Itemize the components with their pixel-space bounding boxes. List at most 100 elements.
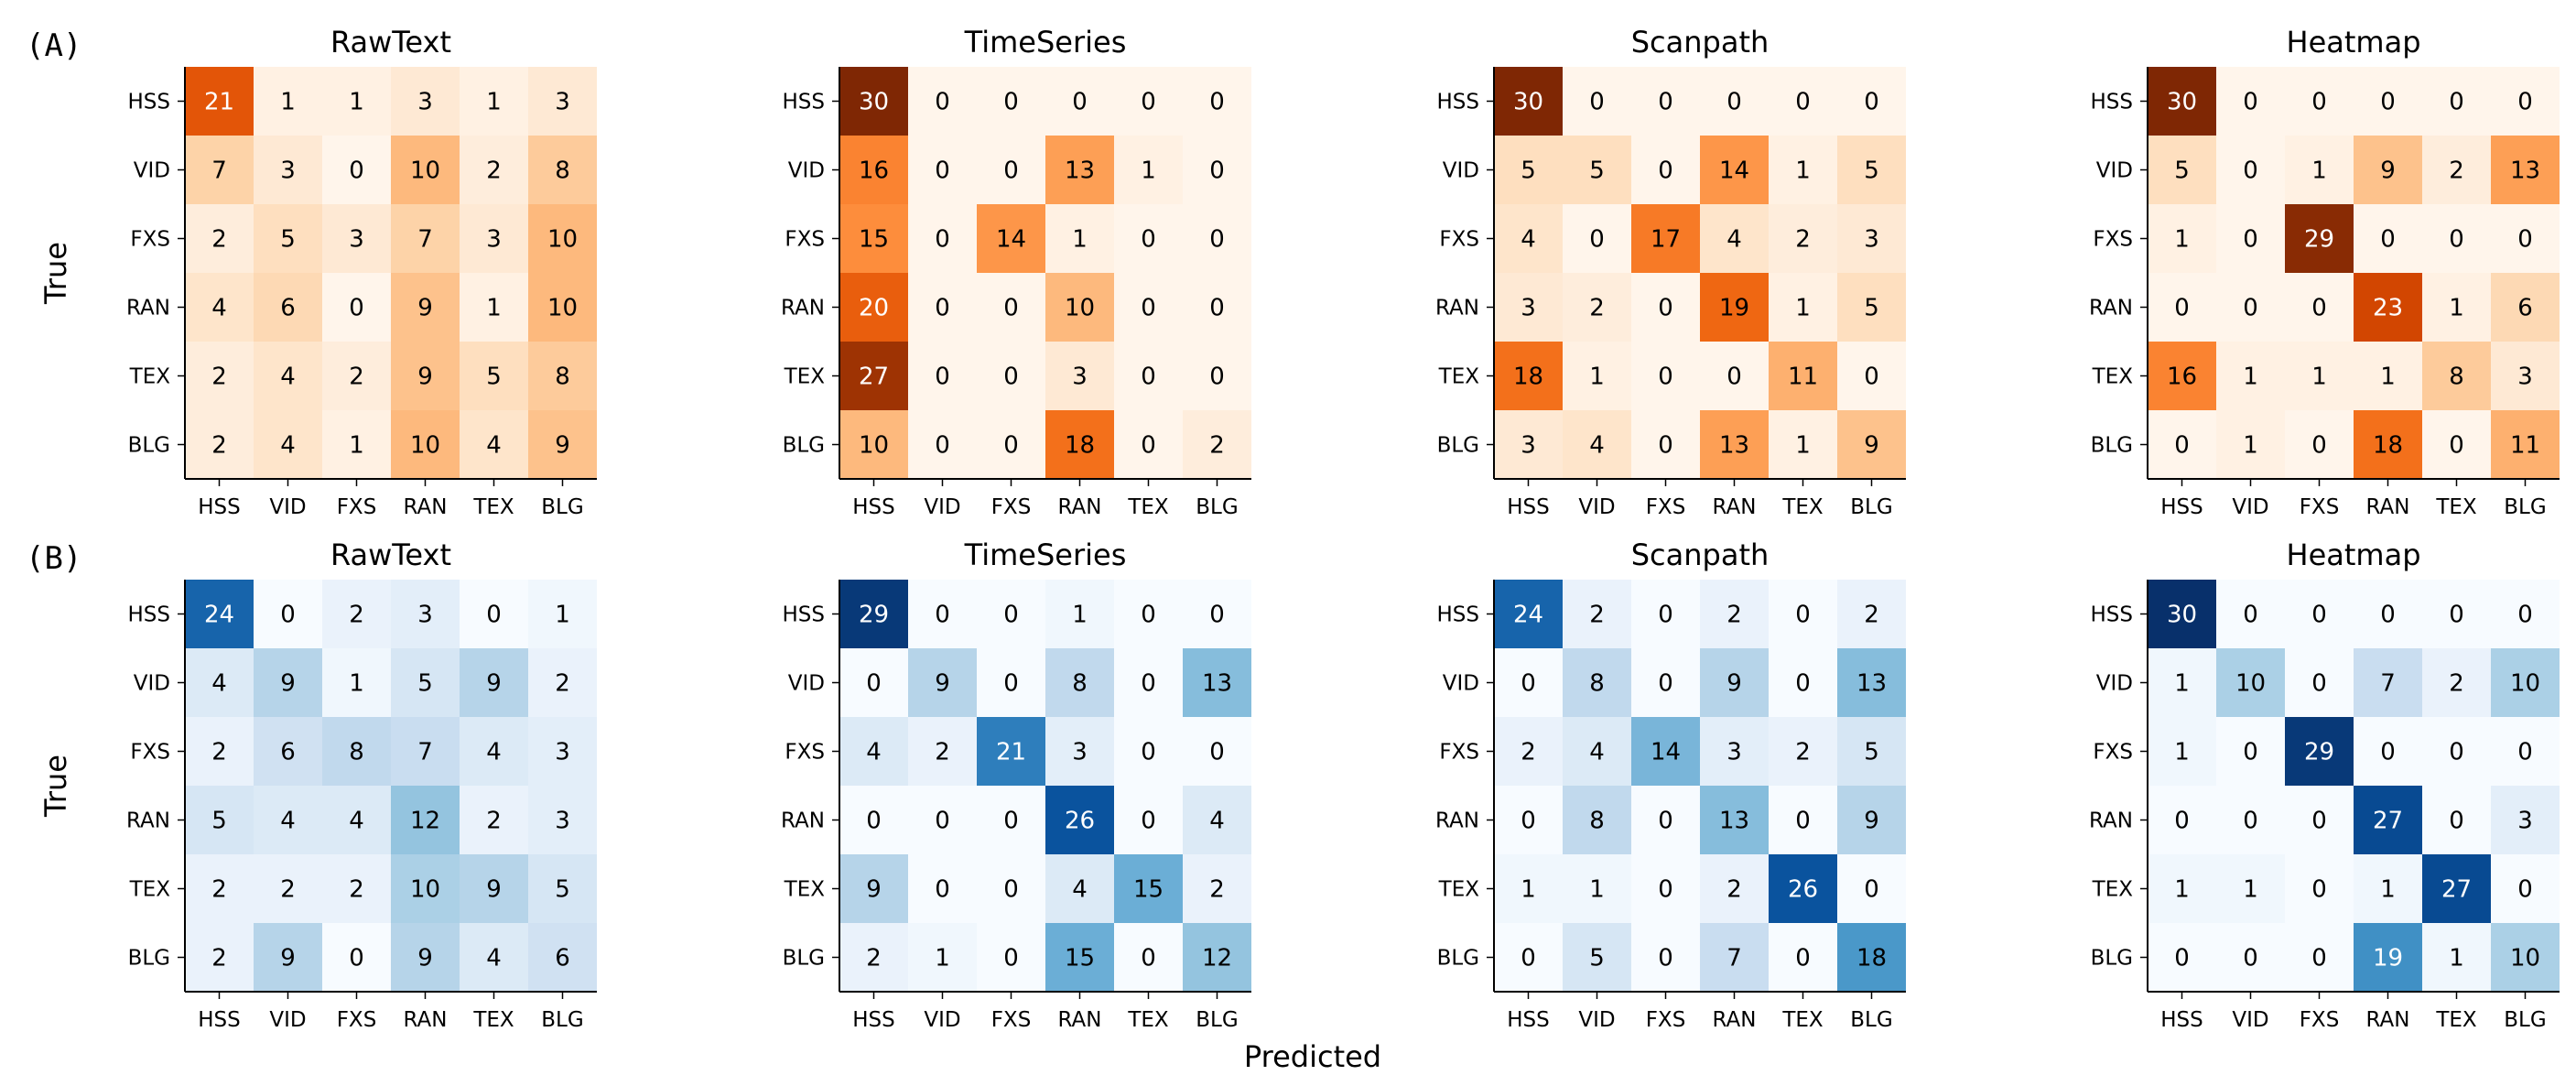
cell-value-label: 14 bbox=[1719, 157, 1749, 185]
cell-value-label: 0 bbox=[1209, 602, 1225, 629]
y-tick-label: BLG bbox=[2091, 947, 2133, 971]
heatmap-cell bbox=[391, 67, 460, 136]
panel-title: Scanpath bbox=[1631, 25, 1770, 60]
cell-value-label: 3 bbox=[280, 157, 296, 185]
cell-value-label: 1 bbox=[1795, 295, 1811, 322]
cell-value-label: 0 bbox=[2449, 432, 2464, 460]
heatmap-cell bbox=[1769, 717, 1837, 786]
cell-value-label: 8 bbox=[1072, 670, 1088, 698]
y-tick-label: RAN bbox=[126, 297, 170, 320]
y-tick-label: FXS bbox=[1439, 741, 1479, 765]
heatmap-cell bbox=[908, 717, 977, 786]
heatmap-cell bbox=[2148, 273, 2216, 342]
cell-value-label: 0 bbox=[2517, 602, 2533, 629]
y-tick-label: RAN bbox=[2089, 297, 2133, 320]
cell-value-label: 0 bbox=[1658, 364, 1673, 391]
cell-value-label: 9 bbox=[417, 364, 433, 391]
x-tick-label: VID bbox=[1578, 1008, 1615, 1032]
heatmap-cell bbox=[1183, 204, 1251, 273]
y-tick-label: HSS bbox=[1437, 91, 1480, 114]
heatmap-cell bbox=[391, 136, 460, 204]
cell-value-label: 1 bbox=[1521, 876, 1536, 904]
x-tick-label: RAN bbox=[1713, 1008, 1757, 1032]
heatmap-cell bbox=[908, 410, 977, 479]
cell-value-label: 0 bbox=[1003, 432, 1019, 460]
y-tick-label: BLG bbox=[128, 434, 170, 458]
cell-value-label: 1 bbox=[2174, 670, 2190, 698]
cell-value-label: 10 bbox=[410, 157, 440, 185]
heatmap-cell bbox=[2216, 580, 2285, 648]
row-label: (B) bbox=[26, 540, 81, 577]
heatmap-cell bbox=[2354, 786, 2422, 854]
cell-value-label: 0 bbox=[1726, 89, 1742, 116]
cell-value-label: 5 bbox=[417, 670, 433, 698]
x-tick-label: VID bbox=[269, 495, 306, 519]
cell-value-label: 1 bbox=[935, 945, 950, 972]
cell-value-label: 0 bbox=[1589, 89, 1605, 116]
cell-value-label: 0 bbox=[2517, 739, 2533, 766]
cell-value-label: 0 bbox=[2380, 739, 2396, 766]
cell-value-label: 3 bbox=[349, 226, 364, 254]
heatmap-cell bbox=[1045, 717, 1114, 786]
heatmap-cell bbox=[1700, 410, 1769, 479]
x-tick-label: HSS bbox=[2160, 1008, 2203, 1032]
x-tick-label: BLG bbox=[1196, 1008, 1238, 1032]
cell-value-label: 10 bbox=[547, 226, 578, 254]
heatmap-cell bbox=[1837, 136, 1906, 204]
cell-value-label: 0 bbox=[1658, 808, 1673, 835]
heatmap-cell bbox=[322, 786, 391, 854]
heatmap-cell bbox=[1494, 717, 1563, 786]
heatmap-cell bbox=[1769, 273, 1837, 342]
heatmap-cell bbox=[1700, 923, 1769, 992]
heatmap-cell bbox=[2354, 273, 2422, 342]
heatmap-cell bbox=[839, 786, 908, 854]
heatmap-cell bbox=[839, 648, 908, 717]
heatmap-cell bbox=[2216, 342, 2285, 410]
cell-value-label: 1 bbox=[349, 432, 364, 460]
heatmap-cell bbox=[2285, 273, 2354, 342]
heatmap-cell bbox=[1183, 786, 1251, 854]
cell-value-label: 29 bbox=[859, 602, 889, 629]
cell-value-label: 1 bbox=[1589, 876, 1605, 904]
heatmap-cell bbox=[2148, 854, 2216, 923]
heatmap-cell bbox=[185, 410, 254, 479]
cell-value-label: 0 bbox=[2243, 739, 2258, 766]
x-tick-label: VID bbox=[2232, 495, 2268, 519]
cell-value-label: 0 bbox=[935, 602, 950, 629]
cell-value-label: 2 bbox=[2449, 670, 2464, 698]
heatmap-cell bbox=[2354, 854, 2422, 923]
y-tick-label: HSS bbox=[783, 603, 826, 627]
heatmap-cell bbox=[460, 717, 528, 786]
cell-value-label: 6 bbox=[555, 945, 570, 972]
heatmap-cell bbox=[1837, 717, 1906, 786]
heatmap-cell bbox=[977, 580, 1045, 648]
x-tick-label: TEX bbox=[2435, 1008, 2477, 1032]
cell-value-label: 0 bbox=[2174, 432, 2190, 460]
heatmap-cell bbox=[391, 648, 460, 717]
cell-value-label: 0 bbox=[1521, 670, 1536, 698]
heatmap-cell bbox=[391, 410, 460, 479]
cell-value-label: 13 bbox=[1856, 670, 1887, 698]
cell-value-label: 0 bbox=[1209, 739, 1225, 766]
heatmap-cell bbox=[1563, 273, 1631, 342]
cell-value-label: 3 bbox=[555, 89, 570, 116]
cell-value-label: 8 bbox=[349, 739, 364, 766]
x-tick-label: BLG bbox=[1850, 1008, 1892, 1032]
cell-value-label: 0 bbox=[2449, 226, 2464, 254]
cell-value-label: 4 bbox=[280, 432, 296, 460]
cell-value-label: 4 bbox=[1589, 739, 1605, 766]
heatmap-cell bbox=[1769, 342, 1837, 410]
heatmap-cell bbox=[1700, 717, 1769, 786]
y-tick-label: TEX bbox=[784, 878, 826, 902]
y-tick-label: RAN bbox=[781, 809, 825, 833]
heatmap-cell bbox=[254, 717, 322, 786]
cell-value-label: 0 bbox=[1141, 602, 1156, 629]
cell-value-label: 16 bbox=[859, 157, 889, 185]
cell-value-label: 6 bbox=[280, 295, 296, 322]
heatmap-cell bbox=[2285, 204, 2354, 273]
heatmap-cell bbox=[2148, 786, 2216, 854]
cell-value-label: 0 bbox=[2517, 876, 2533, 904]
cell-value-label: 0 bbox=[2449, 808, 2464, 835]
cell-value-label: 24 bbox=[1513, 602, 1543, 629]
